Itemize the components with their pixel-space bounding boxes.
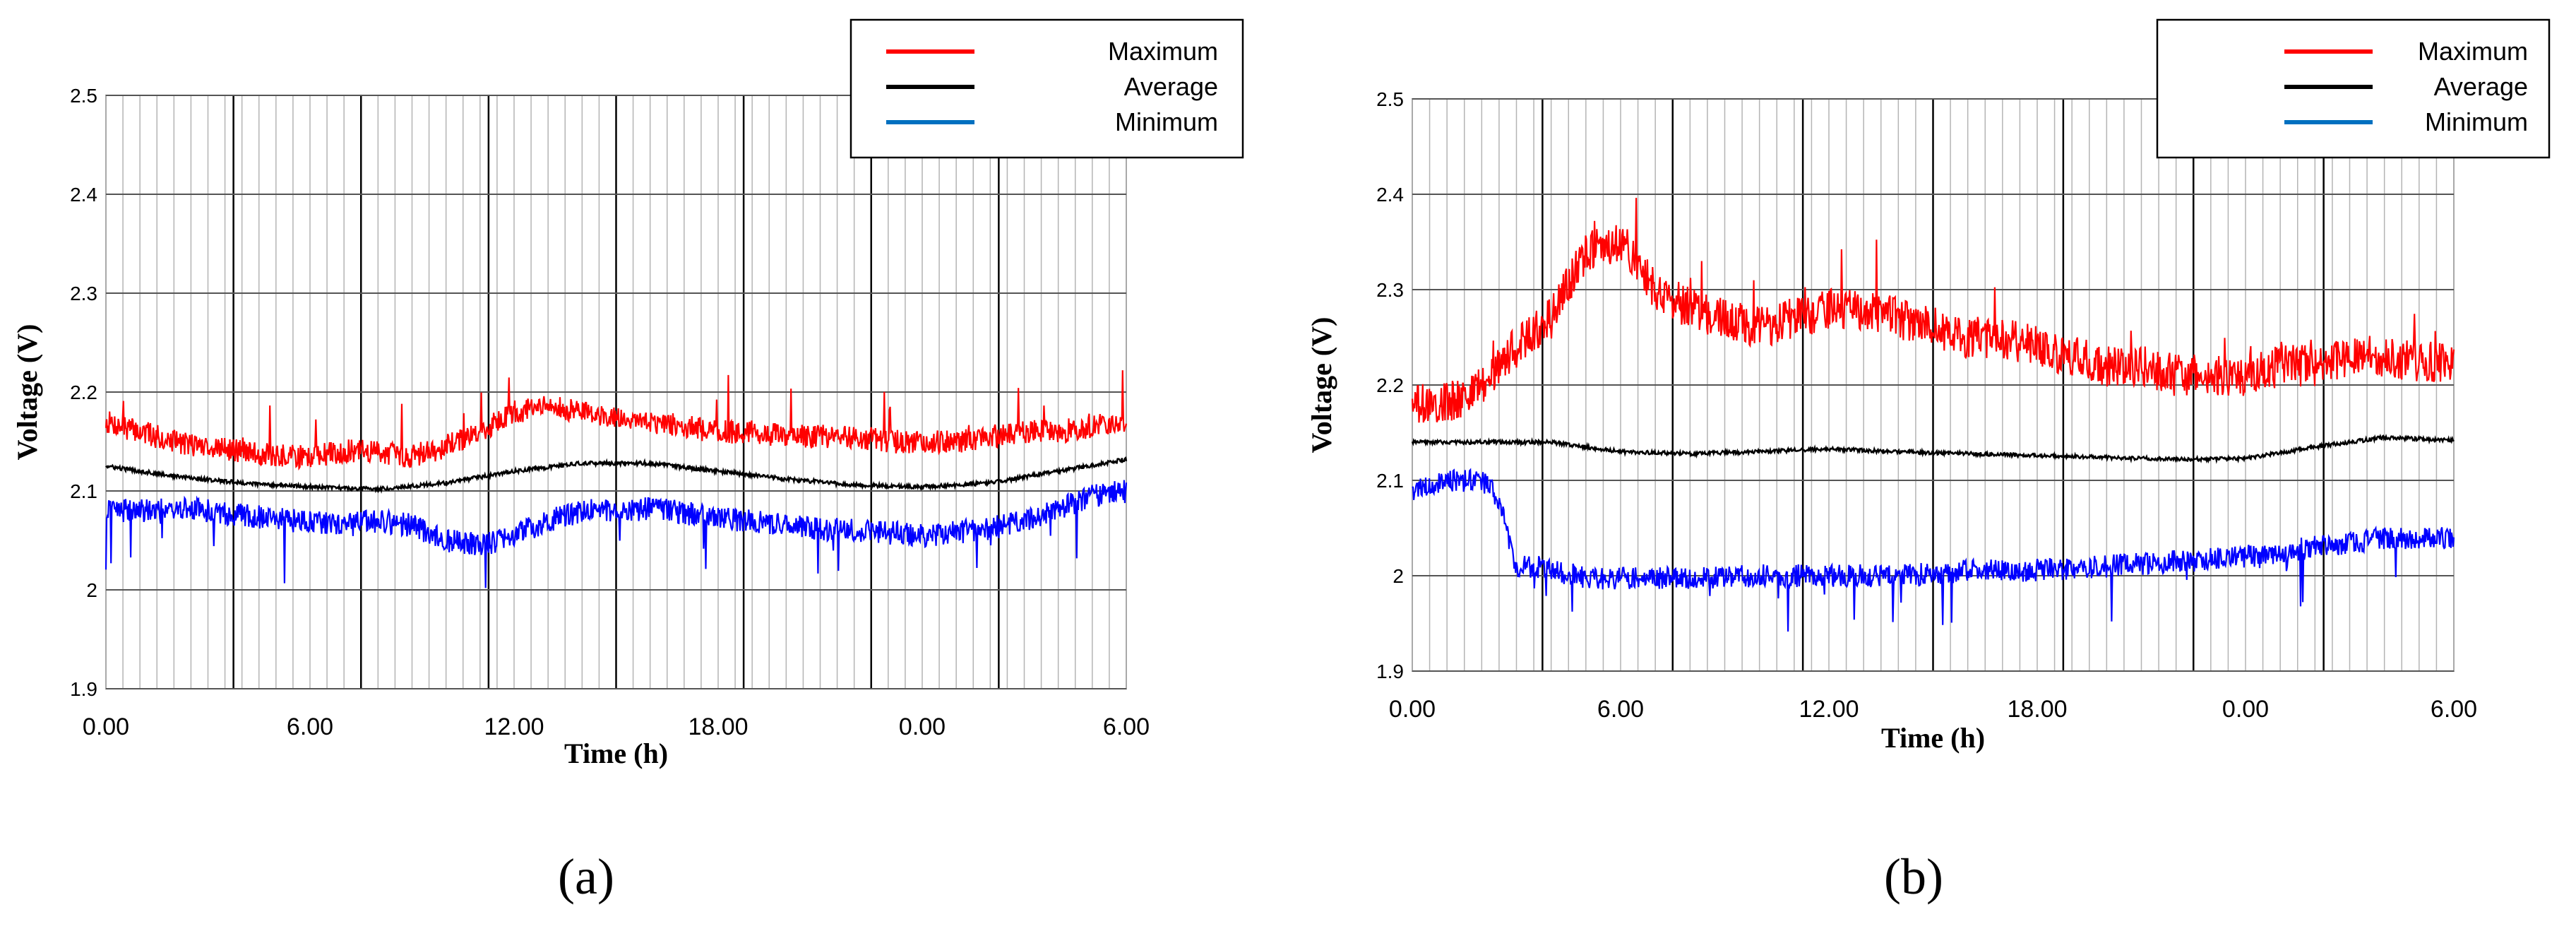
x-tick-label: 0.00	[1389, 696, 1436, 723]
y-tick-label: 2.1	[70, 480, 97, 502]
legend-label-average: Average	[2434, 72, 2528, 101]
y-tick-label: 1.9	[70, 678, 97, 700]
legend-label-maximum: Maximum	[1108, 37, 1218, 66]
panel-label-b: (b)	[1884, 848, 1943, 905]
x-tick-label: 18.00	[2007, 696, 2067, 723]
chart-b: 1.9 2 2.1 2.2 2.3 2.4 2.5 0.00 6.00 12.00 18.00 0.0…	[1306, 18, 2551, 754]
y-axis-label: Voltage (V)	[11, 324, 43, 461]
x-tick-label: 12.00	[1799, 696, 1859, 723]
x-tick-label: 6.00	[2431, 696, 2477, 723]
y-tick-label: 2.4	[70, 184, 97, 206]
x-tick-label: 0.00	[83, 713, 129, 740]
x-tick-label: 12.00	[484, 713, 544, 740]
series-line-maximum	[105, 370, 1128, 471]
y-tick-label: 2.2	[1376, 374, 1404, 396]
y-axis-label: Voltage (V)	[1306, 317, 1337, 454]
y-tick-label: 2.5	[70, 85, 97, 107]
series-line-maximum	[1411, 198, 2455, 423]
x-tick-label: 6.00	[1103, 713, 1150, 740]
y-tick-label: 2	[86, 579, 97, 601]
x-tick-label: 6.00	[1597, 696, 1644, 723]
y-tick-label: 2.2	[70, 381, 97, 403]
y-tick-label: 2.3	[1376, 279, 1404, 301]
legend-label-average: Average	[1124, 72, 1218, 101]
x-tick-label: 18.00	[688, 713, 748, 740]
series-line-average	[1411, 433, 2455, 464]
legend-label-minimum: Minimum	[1115, 107, 1218, 136]
series-line-minimum	[1412, 468, 2455, 632]
chart-a: 1.9 2 2.1 2.2 2.3 2.4 2.5 0.00 6.00 12.00 18.00 0.0…	[11, 18, 1244, 769]
series-line-average	[105, 456, 1128, 494]
x-tick-label: 6.00	[287, 713, 333, 740]
legend-label-minimum: Minimum	[2425, 107, 2528, 136]
y-tick-label: 1.9	[1376, 660, 1404, 682]
y-tick-label: 2.3	[70, 283, 97, 304]
series-line-minimum	[105, 480, 1128, 588]
x-axis-label: Time (h)	[1881, 722, 1985, 754]
x-axis-label: Time (h)	[564, 737, 668, 769]
legend-label-maximum: Maximum	[2418, 37, 2528, 66]
y-tick-label: 2.4	[1376, 184, 1404, 206]
x-tick-label: 0.00	[2222, 696, 2269, 723]
y-tick-label: 2.5	[1376, 88, 1404, 110]
y-tick-label: 2	[1393, 565, 1404, 587]
y-tick-label: 2.1	[1376, 470, 1404, 492]
panel-label-a: (a)	[558, 848, 614, 905]
x-tick-label: 0.00	[899, 713, 946, 740]
